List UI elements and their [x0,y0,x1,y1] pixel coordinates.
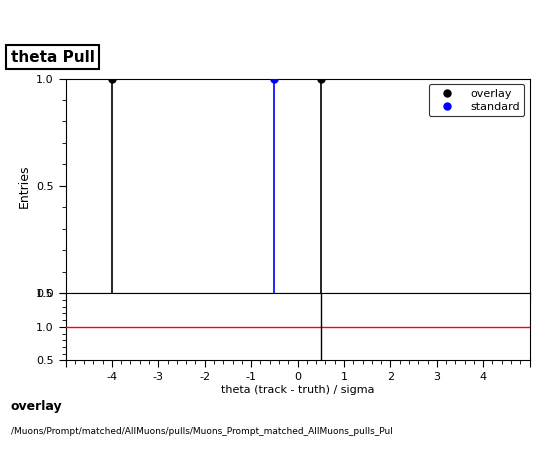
Legend: overlay, standard: overlay, standard [429,84,524,116]
overlay [317,76,324,81]
Text: /Muons/Prompt/matched/AllMuons/pulls/Muons_Prompt_matched_AllMuons_pulls_Pul: /Muons/Prompt/matched/AllMuons/pulls/Muo… [11,427,393,436]
Text: theta Pull: theta Pull [11,50,95,65]
Y-axis label: Entries: Entries [17,164,31,207]
overlay [109,76,115,81]
Text: overlay: overlay [11,400,63,413]
Line: overlay: overlay [109,75,324,82]
X-axis label: theta (track - truth) / sigma: theta (track - truth) / sigma [221,385,375,395]
